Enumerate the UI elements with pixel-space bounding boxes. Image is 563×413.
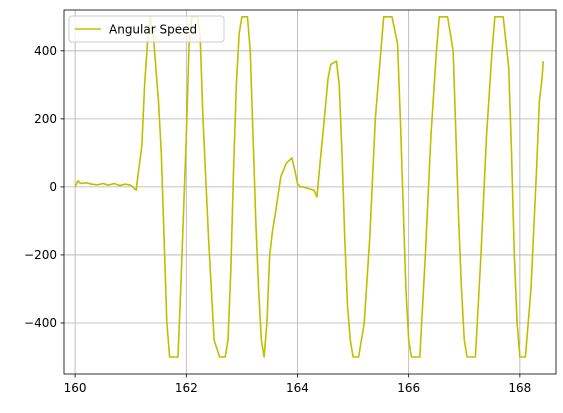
y-tick-label: 200 — [34, 112, 57, 126]
y-tick-label: −400 — [24, 316, 57, 330]
legend-box — [68, 15, 225, 43]
y-tick-label: −200 — [24, 248, 57, 262]
plot-frame — [63, 9, 557, 375]
x-tick-label: 168 — [508, 381, 531, 395]
x-tick-label: 164 — [286, 381, 309, 395]
y-tick-label: 400 — [34, 44, 57, 58]
x-tick-label: 166 — [397, 381, 420, 395]
legend-label: Angular Speed — [109, 23, 197, 37]
series-layer — [74, 15, 545, 358]
x-tick-label: 162 — [175, 381, 198, 395]
axes — [63, 9, 557, 375]
x-tick-label: 160 — [64, 381, 87, 395]
series-line — [74, 15, 545, 358]
ticks: 160 162 164 166 168 −400 −200 0 200 400 — [24, 44, 531, 395]
y-tick-label: 0 — [49, 180, 57, 194]
grid-lines — [64, 10, 556, 374]
legend: Angular Speed — [68, 15, 225, 43]
